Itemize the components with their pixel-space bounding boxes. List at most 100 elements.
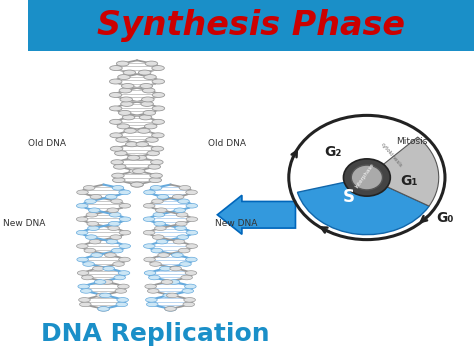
Ellipse shape (129, 169, 142, 174)
Ellipse shape (108, 226, 119, 230)
Ellipse shape (101, 280, 113, 284)
Ellipse shape (152, 133, 164, 138)
Ellipse shape (87, 222, 99, 226)
Ellipse shape (145, 124, 157, 129)
Ellipse shape (184, 297, 195, 302)
Ellipse shape (154, 222, 165, 226)
Ellipse shape (77, 271, 89, 275)
Text: Old DNA: Old DNA (27, 139, 65, 148)
Ellipse shape (144, 190, 155, 195)
Ellipse shape (137, 128, 150, 133)
Text: Synthesis Phase: Synthesis Phase (97, 9, 405, 42)
Ellipse shape (117, 297, 128, 302)
FancyBboxPatch shape (27, 0, 474, 51)
Ellipse shape (152, 92, 164, 97)
Ellipse shape (149, 178, 162, 182)
Ellipse shape (152, 119, 164, 124)
Ellipse shape (157, 195, 169, 199)
Ellipse shape (83, 262, 94, 266)
Ellipse shape (183, 302, 194, 307)
Ellipse shape (100, 293, 111, 298)
Ellipse shape (76, 244, 88, 248)
Ellipse shape (152, 66, 164, 71)
FancyArrow shape (218, 195, 295, 234)
Ellipse shape (103, 266, 115, 271)
Ellipse shape (186, 203, 198, 208)
Ellipse shape (78, 284, 90, 289)
Ellipse shape (82, 275, 93, 280)
Ellipse shape (186, 244, 198, 248)
Ellipse shape (144, 75, 156, 80)
Ellipse shape (106, 239, 118, 244)
Ellipse shape (98, 307, 109, 311)
Ellipse shape (121, 102, 133, 106)
Ellipse shape (77, 257, 89, 262)
Ellipse shape (185, 271, 197, 275)
Ellipse shape (110, 146, 123, 151)
Ellipse shape (151, 146, 164, 151)
Ellipse shape (148, 164, 161, 169)
Ellipse shape (176, 212, 188, 217)
Ellipse shape (150, 186, 162, 190)
Ellipse shape (119, 244, 130, 248)
Ellipse shape (81, 289, 92, 293)
Ellipse shape (124, 128, 137, 133)
Ellipse shape (134, 155, 147, 160)
Circle shape (351, 165, 383, 190)
Ellipse shape (121, 83, 134, 88)
Ellipse shape (166, 293, 178, 298)
Text: G₀: G₀ (436, 211, 454, 225)
Ellipse shape (179, 186, 191, 190)
Ellipse shape (80, 302, 91, 307)
Text: Interphase: Interphase (354, 162, 375, 189)
Ellipse shape (174, 208, 185, 213)
Text: Old DNA: Old DNA (209, 139, 246, 148)
Ellipse shape (109, 106, 122, 111)
Ellipse shape (118, 284, 129, 289)
Ellipse shape (119, 230, 131, 235)
Ellipse shape (85, 235, 97, 239)
Ellipse shape (136, 142, 148, 147)
Ellipse shape (90, 195, 102, 199)
Ellipse shape (148, 275, 160, 280)
Ellipse shape (178, 199, 189, 203)
Ellipse shape (133, 169, 145, 174)
Ellipse shape (109, 66, 122, 71)
Ellipse shape (150, 262, 161, 266)
Ellipse shape (126, 142, 138, 147)
Ellipse shape (98, 307, 109, 311)
Ellipse shape (158, 253, 169, 257)
Ellipse shape (143, 217, 155, 222)
Ellipse shape (164, 307, 176, 311)
Ellipse shape (84, 248, 96, 253)
Text: G₁: G₁ (401, 174, 418, 188)
Ellipse shape (186, 257, 197, 262)
Ellipse shape (85, 199, 96, 203)
Ellipse shape (156, 239, 168, 244)
Ellipse shape (152, 106, 164, 111)
Ellipse shape (120, 97, 132, 102)
Ellipse shape (119, 217, 131, 222)
Ellipse shape (109, 212, 121, 217)
Ellipse shape (138, 70, 151, 75)
Ellipse shape (184, 284, 196, 289)
Ellipse shape (76, 203, 88, 208)
Ellipse shape (119, 190, 130, 195)
Circle shape (289, 115, 445, 240)
Ellipse shape (115, 151, 127, 156)
Ellipse shape (116, 137, 128, 142)
Ellipse shape (146, 297, 157, 302)
Ellipse shape (107, 208, 118, 213)
Ellipse shape (145, 61, 158, 66)
Ellipse shape (143, 110, 155, 115)
Ellipse shape (186, 230, 198, 235)
Wedge shape (367, 137, 439, 206)
Wedge shape (298, 178, 429, 235)
Ellipse shape (109, 119, 122, 124)
Ellipse shape (118, 271, 130, 275)
Ellipse shape (139, 115, 152, 120)
Ellipse shape (151, 248, 163, 253)
Ellipse shape (145, 284, 156, 289)
Ellipse shape (140, 83, 153, 88)
Ellipse shape (182, 289, 193, 293)
